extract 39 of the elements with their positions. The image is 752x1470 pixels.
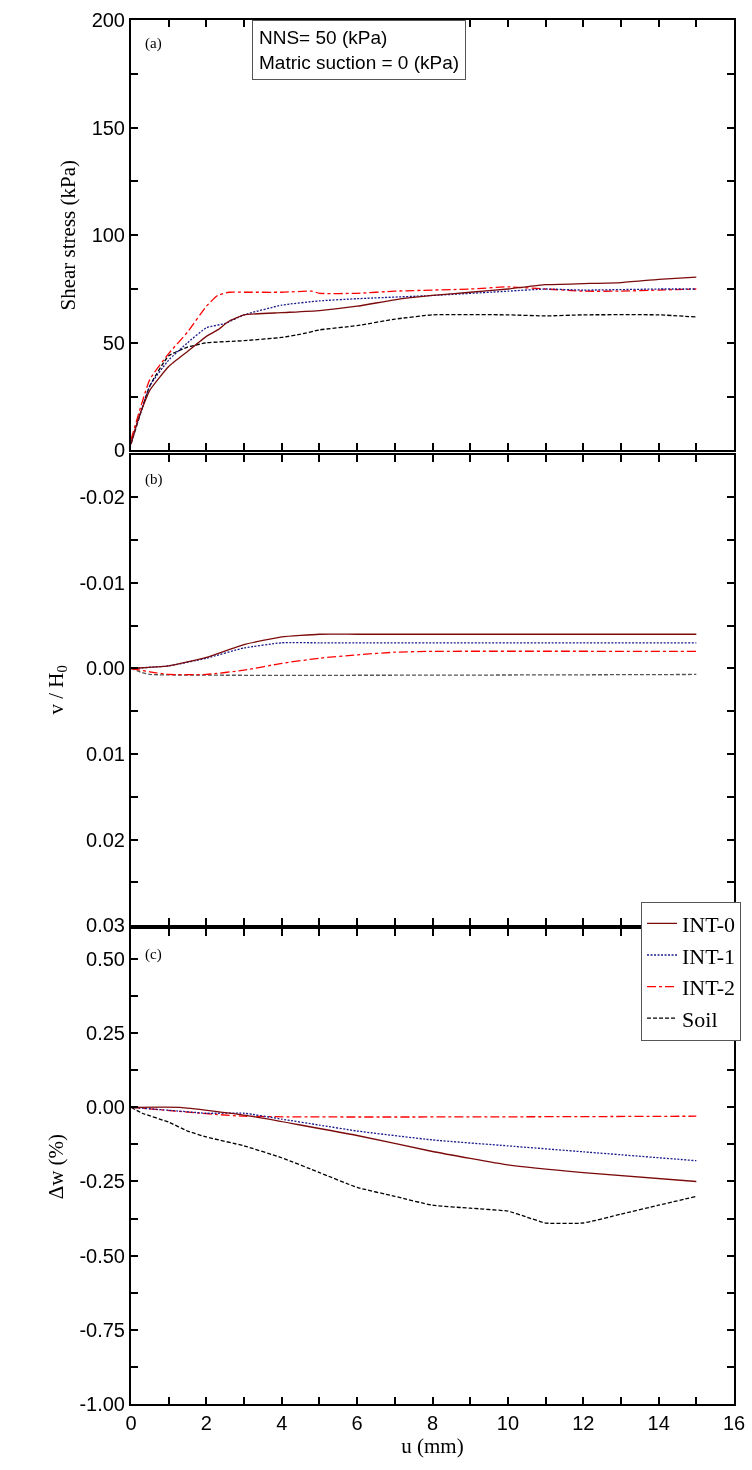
x-tick-label: 2 xyxy=(200,1412,212,1434)
line-series xyxy=(131,650,697,676)
x-tick-label: 10 xyxy=(496,1412,520,1434)
legend-label: INT-0 xyxy=(682,911,736,937)
y-tick-label: 100 xyxy=(91,224,125,247)
y-axis-title: Δw (%) xyxy=(44,1133,69,1200)
y-tick-label: 0 xyxy=(113,439,125,462)
y-tick-label: 200 xyxy=(91,9,125,31)
x-tick-label: 14 xyxy=(647,1412,670,1434)
x-tick-label: 8 xyxy=(426,1412,439,1434)
y-tick-label: -0.50 xyxy=(79,1244,125,1267)
y-tick-label: 0.01 xyxy=(86,743,125,766)
annotation: NNS= 50 (kPa) xyxy=(259,27,388,48)
annotation: (b) xyxy=(145,471,163,488)
y-axis-title: Shear stress (kPa) xyxy=(56,159,81,311)
y-tick-label: -0.02 xyxy=(79,486,125,509)
annotation: (c) xyxy=(145,946,162,963)
legend-label: INT-2 xyxy=(682,975,736,1001)
x-tick-label: 12 xyxy=(572,1412,595,1434)
legend-label: Soil xyxy=(682,1006,718,1032)
annotation: (a) xyxy=(145,35,162,52)
y-tick-label: 0.02 xyxy=(86,828,125,851)
y-tick-label: -0.75 xyxy=(79,1318,125,1341)
x-axis-title: u (mm) xyxy=(401,1434,464,1458)
y-tick-label: 0.00 xyxy=(86,657,125,680)
y-tick-label: 50 xyxy=(102,331,125,354)
y-tick-label: 0.00 xyxy=(86,1096,125,1119)
annotation: Matric suction = 0 (kPa) xyxy=(259,51,460,73)
y-tick-label: -0.01 xyxy=(79,571,125,594)
x-tick-label: 4 xyxy=(276,1412,288,1434)
y-tick-label: 0.50 xyxy=(86,947,125,970)
y-tick-label: 0.25 xyxy=(86,1022,125,1045)
y-tick-label: 150 xyxy=(91,116,125,139)
legend-label: INT-1 xyxy=(682,943,736,969)
y-tick-label: 0.03 xyxy=(86,914,125,937)
x-tick-label: 16 xyxy=(722,1412,746,1434)
y-tick-label: -1.00 xyxy=(79,1393,125,1415)
y-tick-label: -0.25 xyxy=(79,1170,125,1193)
x-tick-label: 6 xyxy=(351,1412,363,1434)
